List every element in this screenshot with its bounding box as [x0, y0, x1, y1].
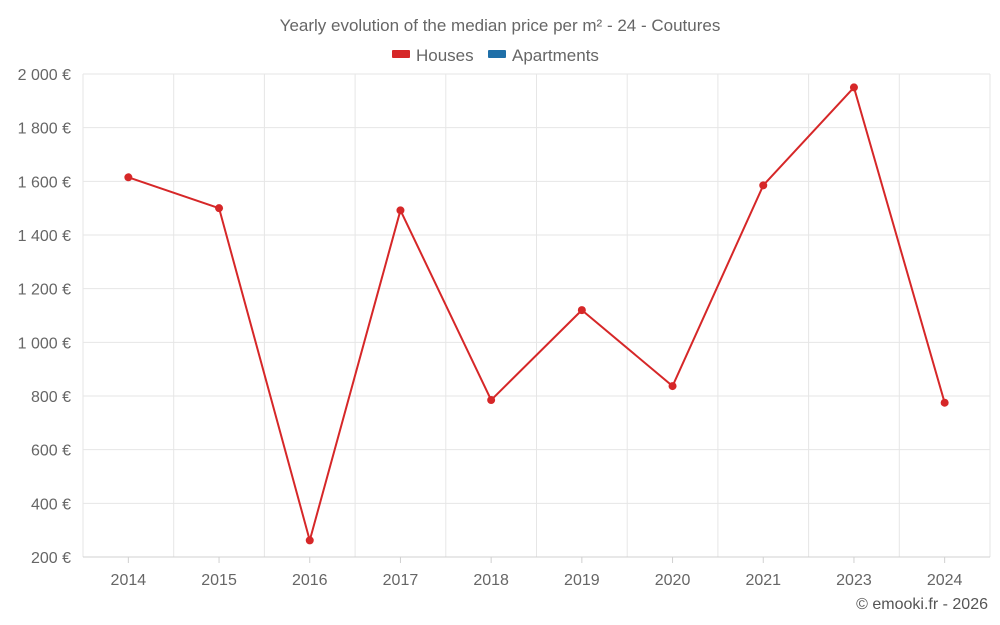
y-tick-label: 400 € [31, 496, 71, 513]
x-tick-label: 2023 [836, 572, 872, 589]
credit-text: © emooki.fr - 2026 [856, 596, 988, 613]
data-point-houses[interactable] [940, 398, 949, 407]
legend-item-houses[interactable]: Houses [392, 46, 474, 65]
data-point-houses[interactable] [487, 396, 496, 405]
series-layer [124, 83, 949, 545]
legend-swatch [392, 50, 410, 58]
x-tick-label: 2016 [292, 572, 328, 589]
y-axis: 200 € 400 € 600 € 800 € 1 000 € 1 200 € 1 400 … [18, 67, 71, 567]
y-tick-label: 1 800 € [18, 121, 71, 138]
y-tick-label: 1 200 € [18, 282, 71, 299]
series-line-houses [128, 86, 946, 542]
x-axis: 2014 2015 2016 2017 2018 2019 2020 2021 2023 2024 [83, 556, 990, 589]
y-tick-label: 1 600 € [18, 174, 71, 191]
data-point-houses[interactable] [396, 206, 405, 215]
data-point-houses[interactable] [849, 83, 858, 92]
legend-label: Apartments [512, 46, 599, 65]
data-point-houses[interactable] [759, 181, 768, 190]
x-tick-label: 2020 [655, 572, 691, 589]
y-tick-label: 200 € [31, 550, 71, 567]
legend-swatch [488, 50, 506, 58]
data-point-houses[interactable] [577, 306, 586, 315]
grid-lines [82, 73, 991, 558]
x-tick-label: 2024 [927, 572, 963, 589]
data-point-houses[interactable] [215, 204, 224, 213]
data-point-houses[interactable] [124, 173, 133, 182]
data-point-houses[interactable] [305, 536, 314, 545]
x-tick-label: 2017 [383, 572, 419, 589]
y-tick-label: 1 000 € [18, 335, 71, 352]
legend-item-apartments[interactable]: Apartments [488, 46, 599, 65]
x-tick-label: 2014 [111, 572, 147, 589]
x-tick-label: 2019 [564, 572, 600, 589]
y-tick-label: 800 € [31, 389, 71, 406]
legend: Houses Apartments [392, 46, 599, 65]
chart-title: Yearly evolution of the median price per… [280, 16, 721, 35]
legend-label: Houses [416, 46, 474, 65]
y-tick-label: 1 400 € [18, 228, 71, 245]
x-tick-label: 2018 [473, 572, 509, 589]
y-tick-label: 2 000 € [18, 67, 71, 84]
y-tick-label: 600 € [31, 443, 71, 460]
data-point-houses[interactable] [668, 382, 677, 391]
x-tick-label: 2015 [201, 572, 237, 589]
x-tick-label: 2021 [745, 572, 781, 589]
